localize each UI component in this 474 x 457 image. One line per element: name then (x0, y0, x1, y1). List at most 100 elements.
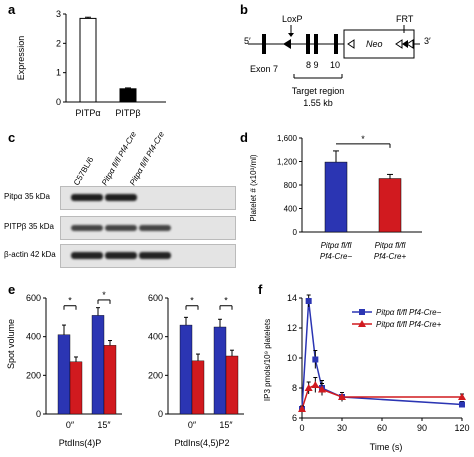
panel-e-0-y-tick-label: 600 (26, 293, 41, 303)
frt-site-3 (406, 39, 414, 49)
panel-d-y-tick-label: 0 (293, 228, 298, 237)
panel-e-category-label: 15″ (97, 420, 111, 430)
panel-e-category-label: 15″ (219, 420, 233, 430)
panel-d-y-tick-label: 1,200 (277, 158, 298, 167)
panel-a-y-tick-label: 2 (56, 38, 61, 48)
panel-e-bar (103, 345, 117, 415)
band-pitpa-lane2 (105, 194, 137, 201)
exon-10-label: 10 (330, 60, 340, 70)
panel-d-chart: 0 400 800 1,200 1,600 Pitpα fl/fl Pf4-Cre− Pitp… (249, 134, 422, 261)
panel-letter-c: c (8, 130, 16, 145)
blot-lane-labels: C57BL/6 Pitpα fl/fl Pf4-Cre⁻ Pitpα fl/fl… (72, 130, 169, 187)
panel-f-x-tick-label: 60 (377, 423, 387, 433)
panel-d-category-label: Pf4-Cre+ (374, 252, 407, 261)
legend-marker-cre-neg (359, 309, 365, 315)
panel-a-ylabel: Expression (16, 36, 26, 81)
panel-e-bar (225, 355, 239, 415)
panel-f-y-tick-label: 8 (292, 383, 297, 393)
panel-d-category-label: Pitpα fl/fl (321, 241, 352, 250)
panel-e-1-y-tick-label: 400 (148, 332, 163, 342)
panel-e-bar (213, 326, 227, 415)
panel-e-0-y-tick-label: 0 (36, 409, 41, 419)
panel-f-y-tick-label: 14 (287, 293, 297, 303)
legend-label-cre-neg: Pitpα fl/fl Pf4-Cre− (376, 308, 442, 317)
panel-e-0-y-tick-label: 200 (26, 370, 41, 380)
target-size-label: 1.55 kb (303, 98, 333, 108)
exon-7 (262, 34, 266, 54)
panel-e-sig-star: * (190, 296, 194, 306)
band-pitpb-lane3 (139, 225, 171, 231)
panel-f-point-triangle (311, 381, 320, 388)
panel-f-y-tick-label: 10 (287, 353, 297, 363)
panel-e-category-label: 0″ (66, 420, 75, 430)
exon-8 (306, 34, 310, 54)
panel-d-y-tick-label: 400 (284, 205, 298, 214)
panel-d-category-label: Pf4-Cre− (320, 252, 353, 261)
panel-a-bar (119, 88, 137, 103)
three-prime-label: 3′ (424, 36, 431, 46)
legend-marker-cre-pos (358, 320, 366, 327)
blot-row-label-pitpb: PITPβ 35 kDa (4, 222, 54, 231)
panel-e-1-y-tick-label: 600 (148, 293, 163, 303)
panel-d-sig-star: * (361, 134, 365, 144)
loxp-arrowhead (288, 33, 294, 37)
panel-f-series-line-0 (301, 300, 463, 410)
panel-f-y-tick-label: 6 (292, 413, 297, 423)
panel-e-title-left: PtdIns(4)P (59, 438, 102, 448)
panel-e-title-right: PtdIns(4,5)P2 (174, 438, 229, 448)
panel-f-ylabel: IP3 pmols/10⁹ platelets (263, 319, 272, 401)
panel-f-chart: 6 8 10 12 14 0 30 60 90 120 IP3 pmols/10⁹ platele… (263, 293, 470, 452)
band-pitpa-lane1 (71, 194, 103, 201)
panel-letter-e: e (8, 282, 16, 297)
panel-a-bar (79, 17, 97, 103)
band-actin-lane1 (71, 252, 103, 259)
panel-e-bar (191, 360, 205, 415)
frt-site-1 (347, 39, 355, 49)
panel-e-sig-star: * (68, 296, 72, 306)
panel-f-point-triangle (298, 405, 306, 412)
panel-d-y-tick-label: 800 (284, 181, 298, 190)
panel-f-point-square (459, 401, 465, 408)
band-pitpb-lane1 (71, 225, 103, 231)
exon-9 (314, 34, 318, 54)
panel-c-blot: C57BL/6 Pitpα fl/fl Pf4-Cre⁻ Pitpα fl/fl… (0, 130, 236, 280)
panel-b-gene-diagram: 5′ 3′ LoxP Neo FRT Exon 7 8 9 10 Target … (244, 14, 431, 108)
panel-d-ylabel: Platelet # (x10³/ml) (249, 154, 258, 221)
panel-f-point-triangle (458, 393, 466, 400)
panel-letter-f: f (258, 282, 263, 297)
blot-strip-pitpb (60, 216, 236, 240)
panel-e-ylabel: Spot volume (6, 319, 16, 369)
panel-f-x-tick-label: 0 (299, 423, 304, 433)
panel-a-chart: 0 1 2 3 PITPα PITPβ Expression (16, 9, 166, 118)
panel-f-point-triangle (304, 384, 313, 391)
exon-7-label: Exon 7 (250, 64, 278, 74)
panel-e-1-y-tick-label: 200 (148, 370, 163, 380)
band-pitpb-lane2 (105, 225, 137, 231)
panel-d-category-label: Pitpα fl/fl (375, 241, 406, 250)
blot-strip-actin (60, 244, 236, 268)
exon-10 (334, 34, 338, 54)
panel-f-y-tick-label: 12 (287, 323, 297, 333)
exon-8-9-label: 8 9 (306, 60, 319, 70)
panel-a-category-label: PITPα (75, 108, 100, 118)
blot-row-label-pitpa: Pitpα 35 kDa (4, 192, 50, 201)
target-region-label: Target region (292, 86, 345, 96)
neo-label: Neo (366, 39, 383, 49)
panel-letter-d: d (240, 130, 248, 145)
panel-letter-b: b (240, 2, 248, 17)
panel-d-bar (324, 161, 348, 233)
panel-d-y-tick-label: 1,600 (277, 134, 298, 143)
panel-e-bar (69, 361, 83, 415)
five-prime-label: 5′ (244, 36, 251, 46)
panel-f-x-tick-label: 120 (454, 423, 469, 433)
blot-strip-pitpa (60, 186, 236, 210)
panel-f-point-triangle (338, 393, 346, 400)
loxp-site-1 (283, 39, 291, 49)
panel-a-category-label: PITPβ (115, 108, 140, 118)
blot-row-label-actin: β-actin 42 kDa (4, 250, 56, 259)
panel-a-y-tick-label: 0 (56, 97, 61, 107)
panel-e-bar (179, 324, 193, 415)
panel-d-bar (378, 178, 402, 233)
panel-e-sig-star: * (102, 290, 106, 300)
panel-f-point-square (305, 298, 312, 304)
